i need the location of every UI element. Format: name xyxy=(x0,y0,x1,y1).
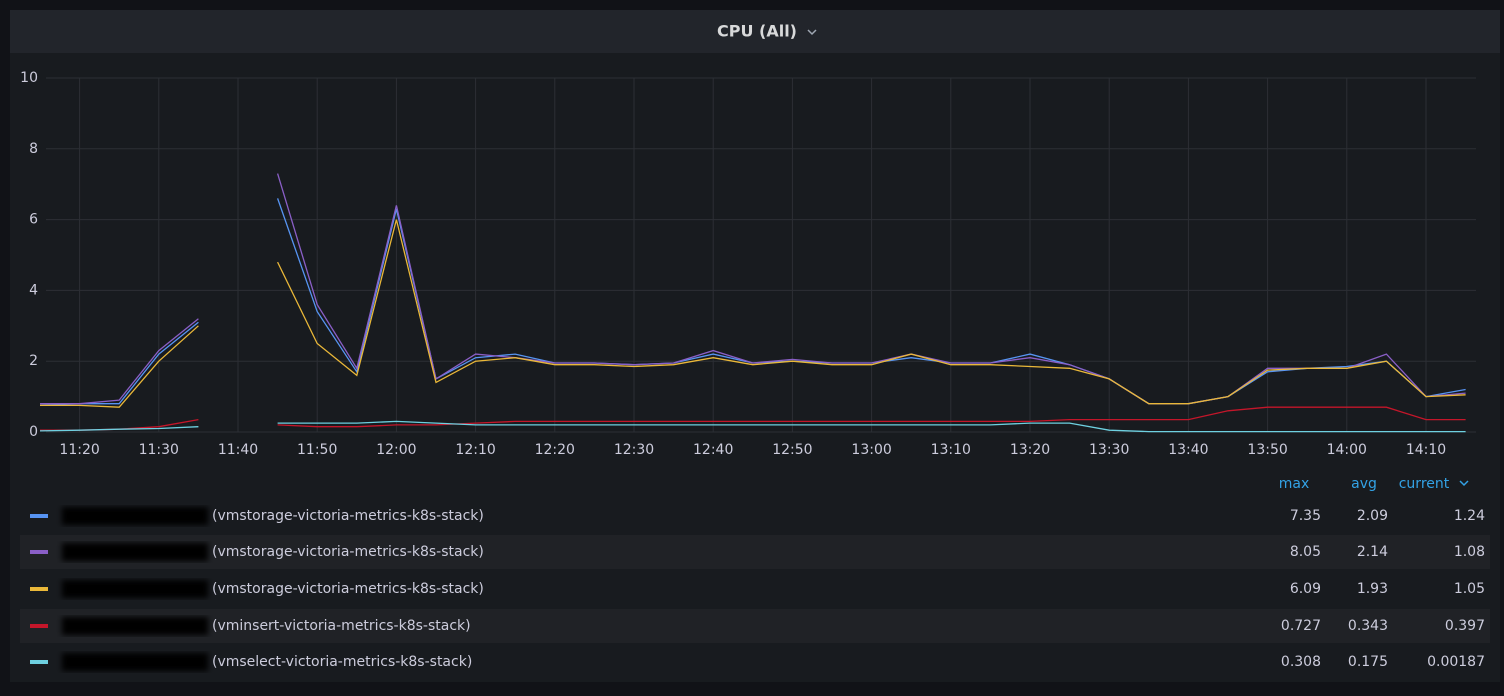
legend-row-bg xyxy=(20,609,1490,643)
x-tick-label: 12:40 xyxy=(693,442,733,458)
x-tick-label: 11:50 xyxy=(297,442,337,458)
redacted xyxy=(62,617,208,635)
legend: max avg current (vmstorage-victoria-metrics… xyxy=(20,476,1490,671)
legend-name[interactable]: (vmstorage-victoria-metrics-k8s-stack) xyxy=(212,508,484,524)
x-tick-label: 13:10 xyxy=(931,442,971,458)
redacted xyxy=(62,580,208,598)
legend-value: 1.05 xyxy=(1454,581,1485,597)
x-tick-label: 11:40 xyxy=(218,442,258,458)
y-tick-label: 2 xyxy=(29,353,38,369)
legend-header[interactable]: max xyxy=(1279,476,1310,492)
title-chevron[interactable] xyxy=(807,29,817,36)
legend-header[interactable]: current xyxy=(1399,476,1450,492)
legend-value: 0.727 xyxy=(1281,618,1321,634)
x-tick-label: 12:10 xyxy=(455,442,495,458)
legend-swatch[interactable] xyxy=(30,660,48,664)
x-tick-label: 14:10 xyxy=(1406,442,1446,458)
legend-value: 1.08 xyxy=(1454,544,1485,560)
series-line xyxy=(39,420,1466,433)
legend-swatch[interactable] xyxy=(30,587,48,591)
legend-value: 6.09 xyxy=(1290,581,1321,597)
sort-chevron[interactable] xyxy=(1459,480,1469,487)
x-tick-label: 11:20 xyxy=(59,442,99,458)
panel-body xyxy=(10,10,1500,682)
y-tick-label: 4 xyxy=(29,282,38,298)
redacted xyxy=(62,507,208,525)
legend-swatch[interactable] xyxy=(30,550,48,554)
x-tick-label: 11:30 xyxy=(139,442,179,458)
panel-title[interactable]: CPU (All) xyxy=(717,22,797,41)
x-tick-label: 12:50 xyxy=(772,442,812,458)
x-tick-label: 12:20 xyxy=(535,442,575,458)
legend-name[interactable]: (vmstorage-victoria-metrics-k8s-stack) xyxy=(212,581,484,597)
legend-value: 0.00187 xyxy=(1427,654,1485,670)
legend-header[interactable]: avg xyxy=(1351,476,1377,492)
legend-name[interactable]: (vmstorage-victoria-metrics-k8s-stack) xyxy=(212,544,484,560)
x-tick-label: 13:30 xyxy=(1089,442,1129,458)
series-line xyxy=(40,173,1466,405)
x-tick-label: 13:00 xyxy=(851,442,891,458)
legend-row-bg xyxy=(20,535,1490,569)
legend-value: 2.14 xyxy=(1357,544,1388,560)
series-line xyxy=(40,219,1466,408)
x-tick-label: 13:20 xyxy=(1010,442,1050,458)
x-tick-label: 12:00 xyxy=(376,442,416,458)
y-tick-label: 10 xyxy=(20,70,38,86)
legend-value: 0.175 xyxy=(1348,654,1388,670)
legend-value: 2.09 xyxy=(1357,508,1388,524)
legend-name[interactable]: (vmselect-victoria-metrics-k8s-stack) xyxy=(212,654,472,670)
legend-value: 8.05 xyxy=(1290,544,1321,560)
legend-swatch[interactable] xyxy=(30,624,48,628)
redacted xyxy=(62,543,208,561)
y-tick-label: 6 xyxy=(29,212,38,228)
legend-swatch[interactable] xyxy=(30,514,48,518)
x-tick-label: 12:30 xyxy=(614,442,654,458)
x-tick-label: 13:40 xyxy=(1168,442,1208,458)
x-tick-label: 13:50 xyxy=(1247,442,1287,458)
legend-value: 0.343 xyxy=(1348,618,1388,634)
legend-value: 0.397 xyxy=(1445,618,1485,634)
legend-value: 1.93 xyxy=(1357,581,1388,597)
redacted xyxy=(62,653,208,671)
panel-header[interactable] xyxy=(10,10,1500,53)
legend-value: 0.308 xyxy=(1281,654,1321,670)
legend-name[interactable]: (vminsert-victoria-metrics-k8s-stack) xyxy=(212,618,471,634)
legend-value: 1.24 xyxy=(1454,508,1485,524)
x-tick-label: 14:00 xyxy=(1327,442,1367,458)
legend-value: 7.35 xyxy=(1290,508,1321,524)
y-tick-label: 0 xyxy=(29,424,38,440)
y-tick-label: 8 xyxy=(29,141,38,157)
lines xyxy=(39,173,1466,433)
